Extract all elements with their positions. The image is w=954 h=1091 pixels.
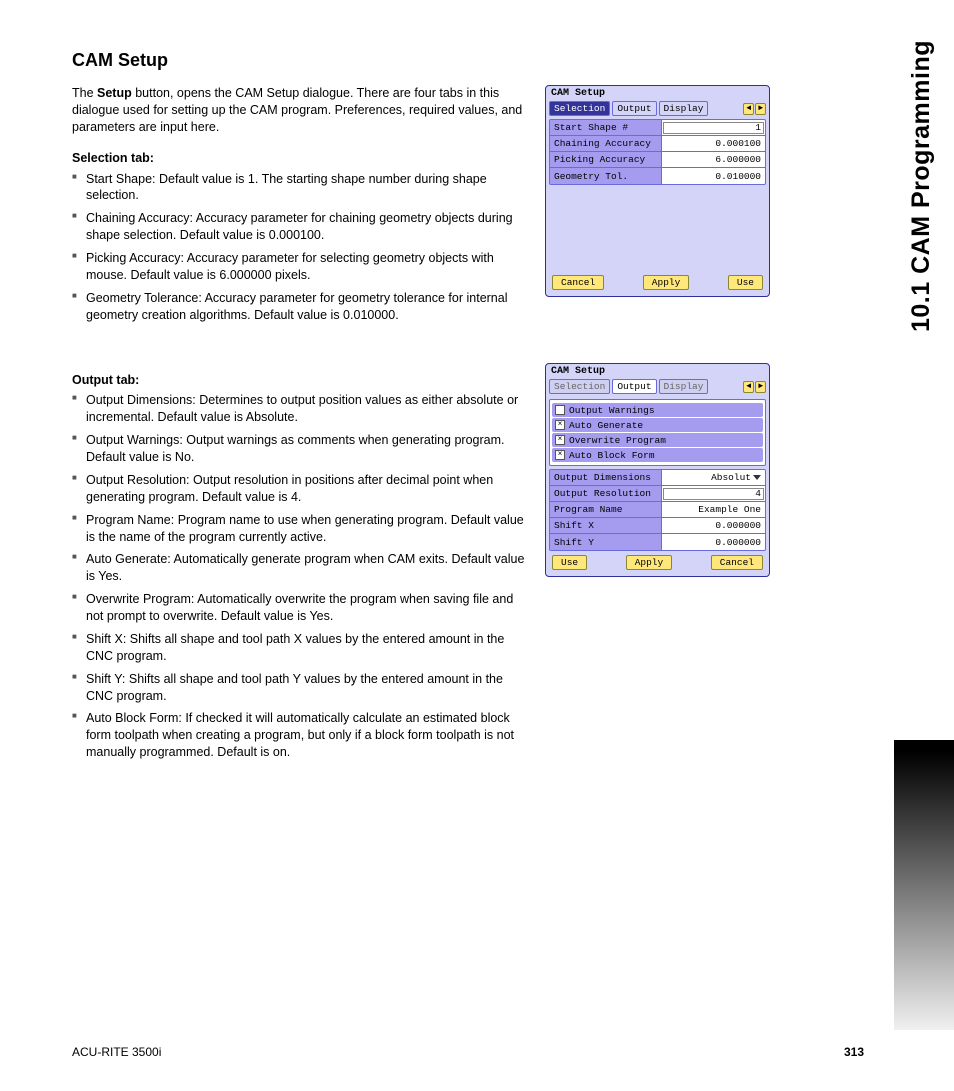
list-item: Auto Generate: Automatically generate pr…: [72, 551, 527, 585]
tab-display[interactable]: Display: [659, 379, 709, 394]
checkbox-icon[interactable]: ×: [555, 420, 565, 430]
intro-post: button, opens the CAM Setup dialogue. Th…: [72, 86, 522, 134]
checkbox-icon[interactable]: ×: [555, 435, 565, 445]
cam-setup-dialog-selection: CAM Setup Selection Output Display ◄► St…: [545, 85, 770, 297]
list-item: Output Dimensions: Determines to output …: [72, 392, 527, 426]
use-button[interactable]: Use: [552, 555, 587, 570]
field-value[interactable]: Example One: [662, 502, 765, 517]
field-label: Start Shape #: [550, 120, 662, 135]
tab-output[interactable]: Output: [612, 379, 656, 394]
list-item: Shift X: Shifts all shape and tool path …: [72, 631, 527, 665]
field-label: Program Name: [550, 502, 662, 517]
dialog-title: CAM Setup: [546, 86, 769, 101]
list-item: Overwrite Program: Automatically overwri…: [72, 591, 527, 625]
field-row[interactable]: Chaining Accuracy 0.000100: [550, 136, 765, 152]
field-label: Shift Y: [550, 534, 662, 550]
field-value[interactable]: 1: [663, 122, 764, 134]
dialog-title: CAM Setup: [546, 364, 769, 379]
nav-left-icon[interactable]: ◄: [743, 381, 754, 393]
cancel-button[interactable]: Cancel: [711, 555, 763, 570]
check-output-warnings[interactable]: Output Warnings: [552, 403, 763, 417]
cancel-button[interactable]: Cancel: [552, 275, 604, 290]
section-side-title: 10.1 CAM Programming: [907, 40, 936, 332]
field-value[interactable]: 0.010000: [662, 168, 765, 184]
page-number: 313: [844, 1045, 864, 1059]
checkbox-icon[interactable]: ×: [555, 450, 565, 460]
checkbox-icon[interactable]: [555, 405, 565, 415]
intro-pre: The: [72, 86, 97, 100]
field-row[interactable]: Shift X 0.000000: [550, 518, 765, 534]
field-row[interactable]: Picking Accuracy 6.000000: [550, 152, 765, 168]
nav-left-icon[interactable]: ◄: [743, 103, 754, 115]
output-heading: Output tab:: [72, 372, 527, 389]
check-label: Output Warnings: [569, 405, 655, 416]
check-auto-block-form[interactable]: × Auto Block Form: [552, 448, 763, 462]
dropdown-text: Absolut: [711, 472, 751, 483]
thumb-tab: [894, 740, 954, 1030]
field-row[interactable]: Program Name Example One: [550, 502, 765, 518]
field-value[interactable]: 0.000000: [662, 518, 765, 533]
field-value[interactable]: 0.000000: [662, 534, 765, 550]
field-row[interactable]: Output Dimensions Absolut: [550, 470, 765, 486]
field-label: Output Dimensions: [550, 470, 662, 485]
list-item: Program Name: Program name to use when g…: [72, 512, 527, 546]
field-label: Output Resolution: [550, 486, 662, 501]
tab-selection[interactable]: Selection: [549, 379, 610, 394]
output-list: Output Dimensions: Determines to output …: [72, 392, 527, 761]
field-label: Shift X: [550, 518, 662, 533]
use-button[interactable]: Use: [728, 275, 763, 290]
intro-paragraph: The Setup button, opens the CAM Setup di…: [72, 85, 527, 136]
field-value[interactable]: Absolut: [662, 470, 765, 485]
field-row[interactable]: Start Shape # 1: [550, 120, 765, 136]
apply-button[interactable]: Apply: [626, 555, 673, 570]
nav-right-icon[interactable]: ►: [755, 103, 766, 115]
list-item: Geometry Tolerance: Accuracy parameter f…: [72, 290, 527, 324]
list-item: Auto Block Form: If checked it will auto…: [72, 710, 527, 761]
tab-display[interactable]: Display: [659, 101, 709, 116]
field-label: Chaining Accuracy: [550, 136, 662, 151]
list-item: Start Shape: Default value is 1. The sta…: [72, 171, 527, 205]
cam-setup-dialog-output: CAM Setup Selection Output Display ◄► Ou…: [545, 363, 770, 577]
list-item: Output Resolution: Output resolution in …: [72, 472, 527, 506]
list-item: Output Warnings: Output warnings as comm…: [72, 432, 527, 466]
field-label: Geometry Tol.: [550, 168, 662, 184]
text-column: The Setup button, opens the CAM Setup di…: [72, 85, 527, 767]
check-label: Overwrite Program: [569, 435, 666, 446]
list-item: Chaining Accuracy: Accuracy parameter fo…: [72, 210, 527, 244]
list-item: Shift Y: Shifts all shape and tool path …: [72, 671, 527, 705]
check-overwrite-program[interactable]: × Overwrite Program: [552, 433, 763, 447]
page-title: CAM Setup: [72, 50, 864, 71]
footer-product: ACU-RITE 3500i: [72, 1045, 161, 1059]
nav-right-icon[interactable]: ►: [755, 381, 766, 393]
selection-list: Start Shape: Default value is 1. The sta…: [72, 171, 527, 324]
field-row[interactable]: Output Resolution 4: [550, 486, 765, 502]
apply-button[interactable]: Apply: [643, 275, 690, 290]
intro-bold: Setup: [97, 86, 132, 100]
field-label: Picking Accuracy: [550, 152, 662, 167]
tab-nav[interactable]: ◄►: [743, 381, 766, 393]
field-value[interactable]: 6.000000: [662, 152, 765, 167]
selection-heading: Selection tab:: [72, 150, 527, 167]
field-row[interactable]: Shift Y 0.000000: [550, 534, 765, 550]
tab-nav[interactable]: ◄►: [743, 103, 766, 115]
list-item: Picking Accuracy: Accuracy parameter for…: [72, 250, 527, 284]
field-value[interactable]: 0.000100: [662, 136, 765, 151]
check-label: Auto Block Form: [569, 450, 655, 461]
dropdown-arrow-icon[interactable]: [753, 475, 761, 480]
field-row[interactable]: Geometry Tol. 0.010000: [550, 168, 765, 184]
check-auto-generate[interactable]: × Auto Generate: [552, 418, 763, 432]
field-value[interactable]: 4: [663, 488, 764, 500]
check-label: Auto Generate: [569, 420, 643, 431]
tab-selection[interactable]: Selection: [549, 101, 610, 116]
tab-output[interactable]: Output: [612, 101, 656, 116]
